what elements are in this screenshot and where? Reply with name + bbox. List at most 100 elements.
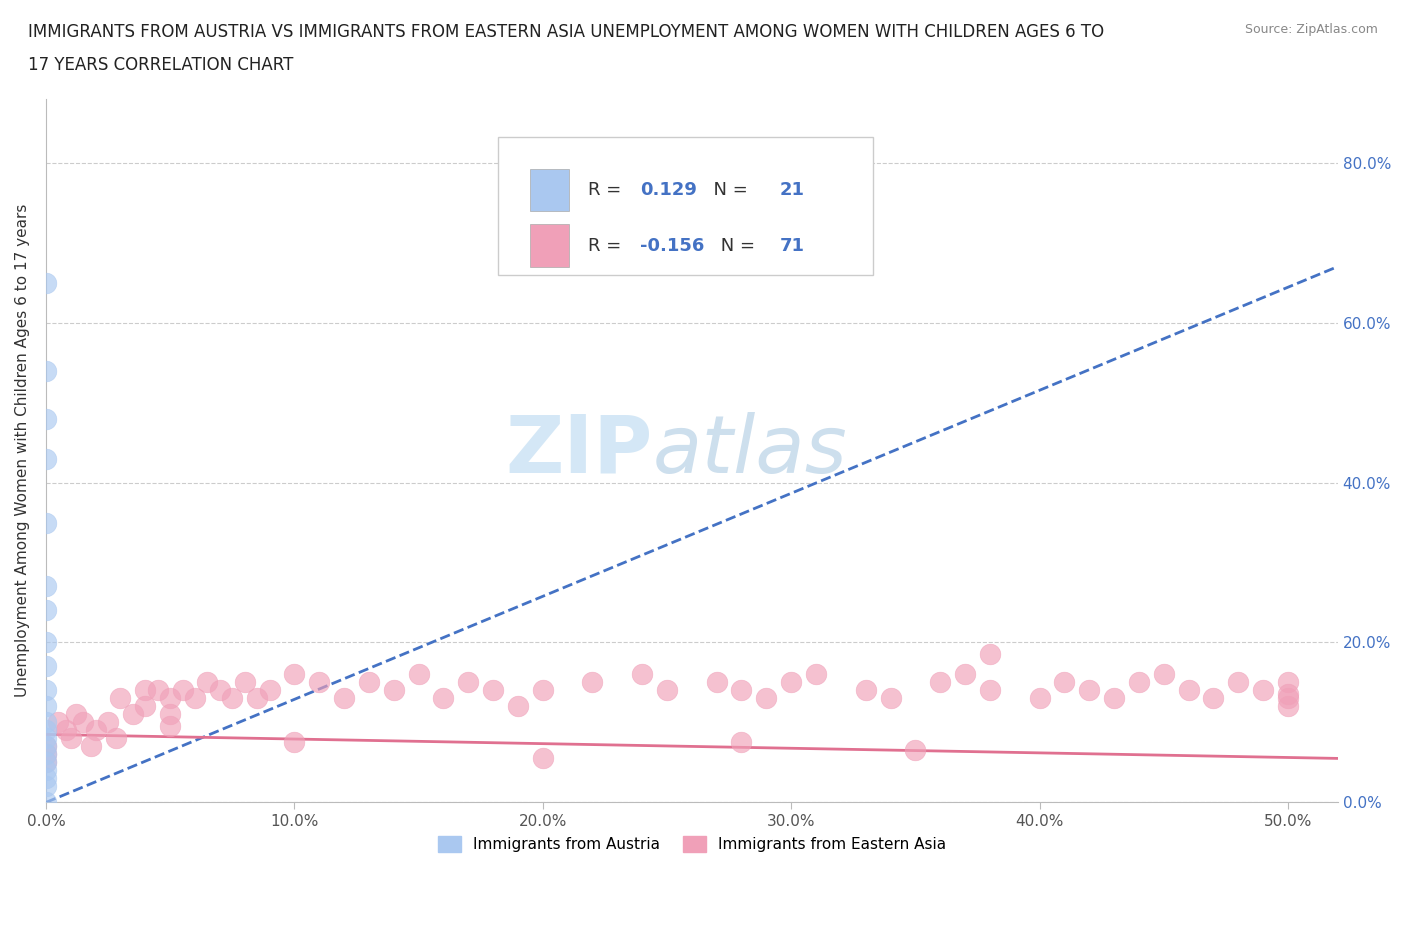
Point xyxy=(631,667,654,682)
Point xyxy=(855,683,877,698)
Point xyxy=(531,683,554,698)
Point xyxy=(65,707,87,722)
FancyBboxPatch shape xyxy=(498,138,873,274)
Point xyxy=(35,755,58,770)
Point xyxy=(1202,691,1225,706)
Point xyxy=(159,691,181,706)
Point xyxy=(35,659,58,674)
Point xyxy=(55,723,77,737)
Point xyxy=(1078,683,1101,698)
Point xyxy=(35,731,58,746)
Point xyxy=(283,735,305,750)
Point xyxy=(35,715,58,730)
Point xyxy=(35,739,58,754)
Point xyxy=(72,715,94,730)
Point xyxy=(110,691,132,706)
Point xyxy=(780,675,803,690)
FancyBboxPatch shape xyxy=(530,224,569,267)
Point xyxy=(84,723,107,737)
Point xyxy=(979,647,1001,662)
Text: N =: N = xyxy=(702,181,754,199)
Point xyxy=(208,683,231,698)
Point xyxy=(1227,675,1250,690)
Point xyxy=(333,691,356,706)
Point xyxy=(197,675,219,690)
Point xyxy=(35,699,58,714)
Point xyxy=(221,691,243,706)
Text: IMMIGRANTS FROM AUSTRIA VS IMMIGRANTS FROM EASTERN ASIA UNEMPLOYMENT AMONG WOMEN: IMMIGRANTS FROM AUSTRIA VS IMMIGRANTS FR… xyxy=(28,23,1104,41)
Point xyxy=(35,795,58,810)
Point xyxy=(283,667,305,682)
Point xyxy=(35,755,58,770)
Point xyxy=(655,683,678,698)
Point xyxy=(531,751,554,765)
Point xyxy=(35,579,58,594)
Point xyxy=(1177,683,1199,698)
Point xyxy=(233,675,256,690)
Point xyxy=(184,691,207,706)
Point xyxy=(506,699,529,714)
Point xyxy=(730,683,752,698)
Point xyxy=(104,731,127,746)
Point xyxy=(432,691,454,706)
Point xyxy=(122,707,145,722)
Point xyxy=(35,275,58,290)
Point xyxy=(35,411,58,426)
Text: 0.129: 0.129 xyxy=(640,181,697,199)
Text: N =: N = xyxy=(716,236,761,255)
Text: 21: 21 xyxy=(780,181,804,199)
Point xyxy=(259,683,281,698)
Point xyxy=(457,675,479,690)
Point xyxy=(35,515,58,530)
Text: R =: R = xyxy=(589,181,627,199)
Point xyxy=(1102,691,1125,706)
Point xyxy=(1028,691,1050,706)
Point xyxy=(308,675,330,690)
Point xyxy=(35,683,58,698)
Point xyxy=(159,707,181,722)
Point xyxy=(1053,675,1076,690)
Point xyxy=(246,691,269,706)
Point xyxy=(581,675,603,690)
Text: -0.156: -0.156 xyxy=(640,236,704,255)
Point xyxy=(35,763,58,777)
Point xyxy=(35,363,58,378)
Text: 71: 71 xyxy=(780,236,804,255)
Legend: Immigrants from Austria, Immigrants from Eastern Asia: Immigrants from Austria, Immigrants from… xyxy=(432,830,952,858)
Point xyxy=(357,675,380,690)
Text: Source: ZipAtlas.com: Source: ZipAtlas.com xyxy=(1244,23,1378,36)
Point xyxy=(35,779,58,794)
Point xyxy=(35,723,58,737)
Point xyxy=(35,747,58,762)
Point xyxy=(48,715,70,730)
Point xyxy=(953,667,976,682)
Point xyxy=(134,699,156,714)
Point xyxy=(172,683,194,698)
Point xyxy=(79,739,101,754)
Point xyxy=(1277,687,1299,702)
Text: atlas: atlas xyxy=(652,412,848,489)
Point xyxy=(97,715,120,730)
Point xyxy=(35,635,58,650)
Point xyxy=(134,683,156,698)
Point xyxy=(755,691,778,706)
Point xyxy=(706,675,728,690)
Point xyxy=(730,735,752,750)
Point xyxy=(59,731,82,746)
Point xyxy=(35,747,58,762)
FancyBboxPatch shape xyxy=(530,169,569,211)
Point xyxy=(35,451,58,466)
Point xyxy=(482,683,505,698)
Point xyxy=(146,683,169,698)
Y-axis label: Unemployment Among Women with Children Ages 6 to 17 years: Unemployment Among Women with Children A… xyxy=(15,204,30,698)
Point xyxy=(1153,667,1175,682)
Point xyxy=(35,603,58,618)
Point xyxy=(1128,675,1150,690)
Point xyxy=(1251,683,1274,698)
Point xyxy=(929,675,952,690)
Point xyxy=(879,691,901,706)
Point xyxy=(35,739,58,754)
Point xyxy=(1277,691,1299,706)
Point xyxy=(1277,699,1299,714)
Point xyxy=(979,683,1001,698)
